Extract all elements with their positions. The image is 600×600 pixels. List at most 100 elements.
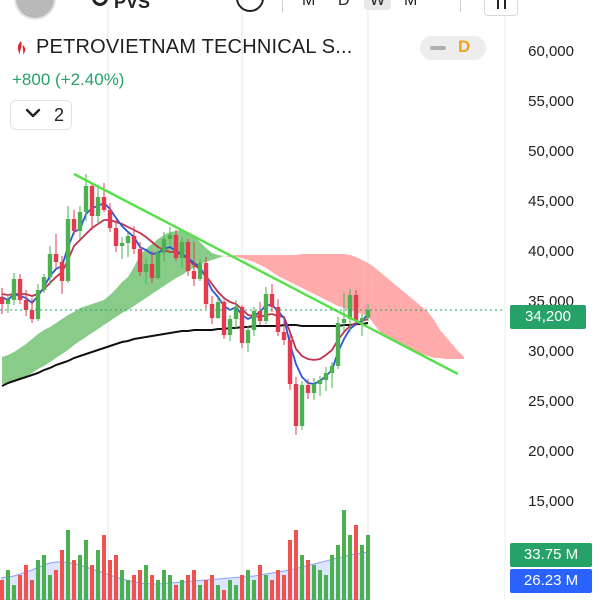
- volume-bar: [354, 525, 358, 600]
- volume-bar: [162, 570, 166, 600]
- symbol-header[interactable]: PETROVIETNAM TECHNICAL S...: [14, 36, 353, 59]
- candle-body: [281, 332, 287, 340]
- current-price-label: 34,200: [510, 305, 586, 329]
- chevron-down-icon: [25, 108, 41, 118]
- cloud-bearish-segment: [440, 330, 446, 359]
- candle-body: [107, 210, 113, 228]
- cloud-bearish-segment: [320, 254, 326, 300]
- candle-body: [233, 307, 239, 319]
- cloud-bullish-segment: [194, 236, 200, 268]
- volume-bar: [96, 550, 100, 600]
- volume-bar: [18, 575, 22, 600]
- symbol-search-text[interactable]: PVS: [114, 0, 151, 12]
- cloud-bullish-segment: [86, 304, 92, 337]
- volume-bar: [138, 570, 142, 600]
- cloud-bearish-segment: [290, 255, 296, 285]
- volume-bar: [102, 535, 106, 600]
- volume-bar: [72, 560, 76, 600]
- volume-bar: [36, 560, 40, 600]
- candle-body: [29, 310, 35, 319]
- cloud-bearish-segment: [284, 255, 290, 282]
- toolbar-divider: [460, 0, 461, 12]
- indicators-toggle-button[interactable]: 2: [10, 100, 72, 130]
- volume-bar: [330, 555, 334, 600]
- volume-bar: [228, 580, 232, 600]
- cloud-bearish-segment: [278, 255, 284, 279]
- cloud-bearish-segment: [248, 255, 254, 262]
- price-change: +800 (+2.40%): [12, 70, 125, 89]
- cloud-bearish-segment: [362, 260, 368, 316]
- candle-body: [167, 235, 173, 239]
- candle-body: [329, 366, 335, 373]
- candle-body: [179, 242, 185, 258]
- candle-body: [227, 319, 233, 335]
- volume-bar: [60, 550, 64, 600]
- volume-bar: [312, 565, 316, 600]
- add-symbol-icon[interactable]: [236, 0, 264, 12]
- market-status-pill[interactable]: D: [420, 36, 486, 60]
- candle-body: [101, 197, 107, 210]
- cloud-bullish-segment: [26, 339, 32, 376]
- interval-day[interactable]: D: [338, 0, 350, 9]
- price-tick-label: 15,000: [528, 493, 574, 510]
- interval-week[interactable]: W: [364, 0, 392, 10]
- cloud-bearish-segment: [224, 256, 230, 257]
- cloud-bullish-segment: [32, 334, 38, 373]
- volume-bar: [210, 575, 214, 600]
- top-toolbar: PVS M D W M: [0, 0, 600, 20]
- cloud-bullish-segment: [92, 302, 98, 333]
- cloud-bearish-segment: [326, 254, 332, 303]
- cloud-bullish-segment: [62, 315, 68, 354]
- cloud-bullish-segment: [14, 348, 20, 381]
- candle-body: [71, 219, 77, 231]
- candle-body: [137, 249, 143, 272]
- volume-bar: [288, 540, 292, 600]
- candle-body: [341, 319, 347, 323]
- volume-bar: [324, 575, 328, 600]
- cloud-bearish-segment: [308, 254, 314, 294]
- volume-bar: [144, 565, 148, 600]
- price-tick-label: 25,000: [528, 393, 574, 410]
- toolbar-divider: [282, 0, 283, 12]
- candle-body: [149, 264, 155, 278]
- candle-body: [41, 277, 47, 290]
- candle-body: [113, 228, 119, 246]
- price-tick-label: 20,000: [528, 443, 574, 460]
- price-tick-label: 30,000: [528, 343, 574, 360]
- price-tick-label: 60,000: [528, 43, 574, 60]
- cloud-bearish-segment: [254, 255, 260, 265]
- cloud-bullish-segment: [110, 289, 116, 321]
- volume-bar: [348, 535, 352, 600]
- candle-body: [35, 290, 41, 319]
- cloud-bearish-segment: [422, 307, 428, 356]
- cloud-bearish-segment: [452, 344, 458, 359]
- candle-body: [353, 295, 359, 321]
- user-avatar[interactable]: [14, 0, 56, 20]
- candle-body: [47, 254, 53, 277]
- candle-body: [245, 330, 251, 343]
- volume-bar: [306, 560, 310, 600]
- cloud-bullish-segment: [146, 244, 152, 298]
- candle-body: [95, 197, 101, 216]
- candle-body: [155, 253, 161, 278]
- cloud-bullish-segment: [212, 253, 218, 260]
- company-logo-icon: [14, 40, 28, 56]
- volume-bar: [216, 585, 220, 600]
- candle-body: [215, 302, 221, 318]
- interval-month[interactable]: M: [404, 0, 418, 9]
- cloud-bearish-segment: [314, 254, 320, 297]
- volume-bar: [0, 580, 4, 600]
- interval-minutes[interactable]: M: [302, 0, 316, 9]
- volume-bar: [174, 585, 178, 600]
- candle-body: [335, 323, 341, 366]
- volume-bar: [180, 580, 184, 600]
- cloud-bearish-segment: [428, 312, 434, 358]
- volume-bar: [30, 580, 34, 600]
- volume-bar: [132, 575, 136, 600]
- search-icon[interactable]: [92, 0, 108, 6]
- candle-body: [77, 212, 83, 231]
- candle-body: [185, 242, 191, 271]
- candle-body: [53, 254, 59, 262]
- chart-type-candles-icon[interactable]: [484, 0, 518, 16]
